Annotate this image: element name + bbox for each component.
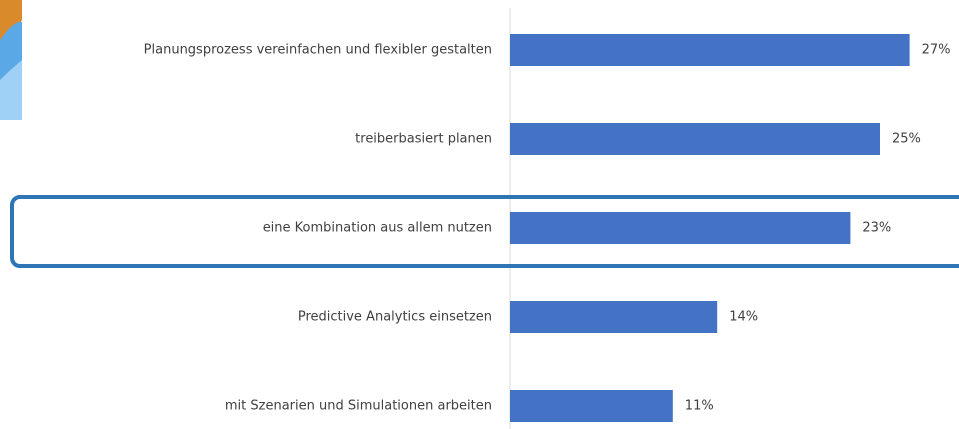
- bar: [510, 123, 880, 155]
- bar: [510, 34, 910, 66]
- data-label: 14%: [729, 310, 758, 325]
- data-label: 27%: [922, 43, 951, 58]
- bar: [510, 390, 673, 422]
- data-label: 25%: [892, 132, 921, 147]
- y-tick-label: Predictive Analytics einsetzen: [298, 310, 492, 325]
- data-label: 11%: [685, 399, 714, 414]
- chart: Planungsprozess vereinfachen und flexibl…: [0, 0, 959, 429]
- data-label: 23%: [862, 221, 891, 236]
- bar: [510, 212, 850, 244]
- y-tick-label: Planungsprozess vereinfachen und flexibl…: [144, 43, 492, 58]
- y-tick-label: mit Szenarien und Simulationen arbeiten: [225, 399, 492, 414]
- y-tick-label: treiberbasiert planen: [355, 132, 492, 147]
- bar: [510, 301, 717, 333]
- y-tick-label: eine Kombination aus allem nutzen: [263, 221, 492, 236]
- corner-decoration: [0, 0, 22, 120]
